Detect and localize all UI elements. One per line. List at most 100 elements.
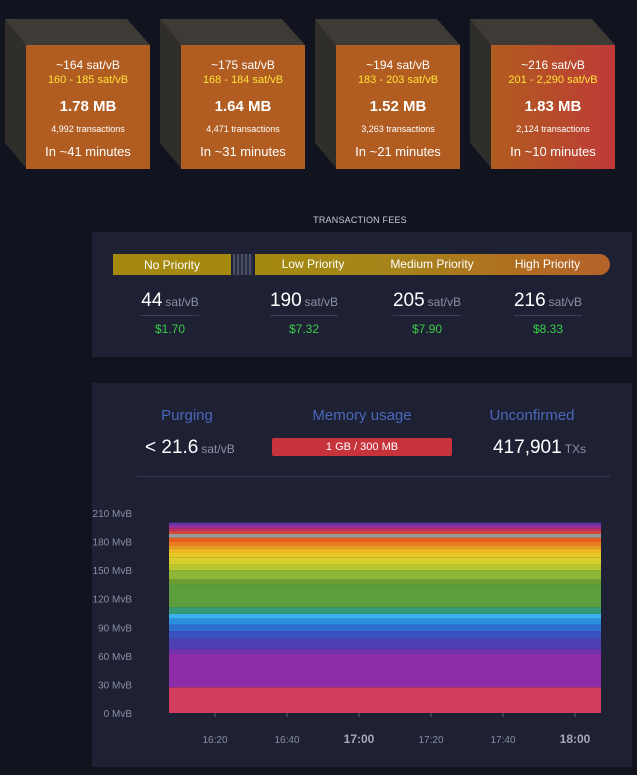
fee-unit: sat/vB: [165, 295, 199, 309]
purging-number: < 21.6: [145, 437, 199, 458]
block-top-face: [160, 19, 305, 45]
block-eta: In ~21 minutes: [355, 144, 441, 159]
block-tx-count: 2,124 transactions: [516, 124, 590, 134]
x-tick-label: 17:40: [490, 735, 515, 746]
mempool-block[interactable]: ~164 sat/vB 160 - 185 sat/vB 1.78 MB 4,992 …: [5, 19, 150, 169]
medium-priority-label: Medium Priority: [390, 257, 474, 271]
mempool-block[interactable]: ~216 sat/vB 201 - 2,290 sat/vB 1.83 MB 2,12…: [470, 19, 615, 169]
fee-band-area: [169, 548, 601, 553]
block-tx-count: 4,992 transactions: [51, 124, 125, 134]
fee-usd: $7.32: [288, 322, 320, 336]
x-tick-label: 16:40: [274, 735, 299, 746]
block-top-face: [5, 19, 150, 45]
fee-value: 44: [141, 290, 163, 311]
x-tick-label: 17:20: [418, 735, 443, 746]
block-median-fee: ~164 sat/vB: [56, 58, 120, 72]
memory-usage-label: Memory usage: [312, 407, 412, 424]
fee-band-area: [169, 613, 601, 619]
fee-band-area: [169, 653, 601, 688]
block-median-fee: ~194 sat/vB: [366, 58, 430, 72]
fee-unit: sat/vB: [548, 295, 583, 309]
mempool-size-chart[interactable]: 0 MvB 30 MvB 60 MvB 90 MvB 120 MvB 150 MvB 180…: [92, 383, 632, 767]
x-tick-label: 16:20: [202, 735, 227, 746]
purging-unit: sat/vB: [201, 442, 235, 456]
block-size: 1.64 MB: [214, 98, 272, 115]
block-top-face: [315, 19, 460, 45]
no-priority-label: No Priority: [143, 257, 200, 272]
fees-card: No Priority Low Priority Medium Priority…: [92, 232, 632, 357]
fee-usd: $8.33: [532, 322, 564, 336]
high-priority-label: High Priority: [514, 257, 581, 271]
high-priority-fee: 216 sat/vB $8.33: [493, 290, 603, 336]
fee-band-area: [169, 631, 601, 639]
purging-value: < 21.6 sat/vB: [145, 437, 235, 459]
block-size: 1.83 MB: [524, 98, 582, 115]
no-priority-fee: 44 sat/vB $1.70: [115, 290, 225, 336]
y-tick-label: 120 MvB: [93, 595, 133, 606]
purging-label: Purging: [161, 407, 213, 424]
y-tick-label: 60 MvB: [98, 652, 132, 663]
block-side-face: [470, 19, 492, 169]
fee-unit: sat/vB: [427, 295, 462, 309]
block-side-face: [160, 19, 182, 169]
block-median-fee: ~216 sat/vB: [521, 58, 585, 72]
block-tx-count: 4,471 transactions: [206, 124, 280, 134]
priority-gradient-bar: Low Priority Medium Priority High Priori…: [255, 254, 610, 275]
unconfirmed-value: 417,901 TXs: [493, 437, 586, 459]
fee-band-area: [169, 553, 601, 558]
mempool-block[interactable]: ~194 sat/vB 183 - 203 sat/vB 1.52 MB 3,263 …: [315, 19, 460, 169]
stats-divider: [137, 476, 610, 477]
fee-band-area: [169, 528, 601, 532]
block-tx-count: 3,263 transactions: [361, 124, 435, 134]
fee-value: 205: [392, 290, 425, 311]
medium-priority-fee: 205 sat/vB $7.90: [372, 290, 482, 336]
block-fee-range: 168 - 184 sat/vB: [202, 74, 284, 86]
low-priority-label: Low Priority: [281, 257, 345, 271]
unconfirmed-unit: TXs: [564, 442, 587, 456]
fee-band-area: [169, 607, 601, 614]
fee-value: 190: [269, 290, 302, 311]
y-tick-label: 0 MvB: [104, 709, 133, 720]
fee-band-area: [169, 638, 601, 650]
block-front-face: ~175 sat/vB 168 - 184 sat/vB 1.64 MB 4,471 …: [181, 45, 305, 169]
memory-usage-bar: 1 GB / 300 MB: [272, 438, 452, 456]
no-priority-bar: No Priority: [113, 254, 231, 275]
fee-band-area: [169, 687, 601, 713]
fee-usd: $7.90: [411, 322, 443, 336]
fees-title: TRANSACTION FEES: [313, 215, 407, 225]
fee-band-area: [169, 541, 601, 546]
fee-band-area: [169, 584, 601, 608]
mempool-block[interactable]: ~175 sat/vB 168 - 184 sat/vB 1.64 MB 4,471 …: [160, 19, 305, 169]
fee-band-area: [169, 522, 601, 524]
block-fee-range: 160 - 185 sat/vB: [47, 74, 129, 86]
block-eta: In ~10 minutes: [510, 144, 596, 159]
x-tick-label: 18:00: [560, 732, 591, 746]
x-tick-label: 17:00: [344, 732, 375, 746]
unconfirmed-label: Unconfirmed: [489, 407, 575, 424]
block-front-face: ~194 sat/vB 183 - 203 sat/vB 1.52 MB 3,263 …: [336, 45, 460, 169]
block-fee-range: 201 - 2,290 sat/vB: [508, 74, 598, 86]
fee-usd: $1.70: [154, 322, 186, 336]
fee-band-area: [169, 579, 601, 585]
priority-separator: [233, 254, 253, 275]
fee-band-area: [169, 564, 601, 571]
y-tick-label: 90 MvB: [98, 623, 132, 634]
block-top-face: [470, 19, 615, 45]
fee-band-area: [169, 523, 601, 526]
fee-band-area: [169, 545, 601, 549]
block-fee-range: 183 - 203 sat/vB: [357, 74, 439, 86]
fee-band-area: [169, 525, 601, 529]
fee-band-area: [169, 557, 601, 565]
block-side-face: [5, 19, 27, 169]
fee-band-area: [169, 531, 601, 534]
block-front-face: ~216 sat/vB 201 - 2,290 sat/vB 1.83 MB 2,12…: [491, 45, 615, 169]
low-priority-fee: 190 sat/vB $7.32: [249, 290, 359, 336]
block-size: 1.78 MB: [59, 98, 117, 115]
y-tick-label: 210 MvB: [93, 509, 133, 520]
fee-band-area: [169, 537, 601, 542]
fee-band-area: [169, 570, 601, 580]
block-median-fee: ~175 sat/vB: [211, 58, 275, 72]
unconfirmed-number: 417,901: [493, 437, 562, 458]
fee-unit: sat/vB: [304, 295, 339, 309]
block-size: 1.52 MB: [369, 98, 427, 115]
